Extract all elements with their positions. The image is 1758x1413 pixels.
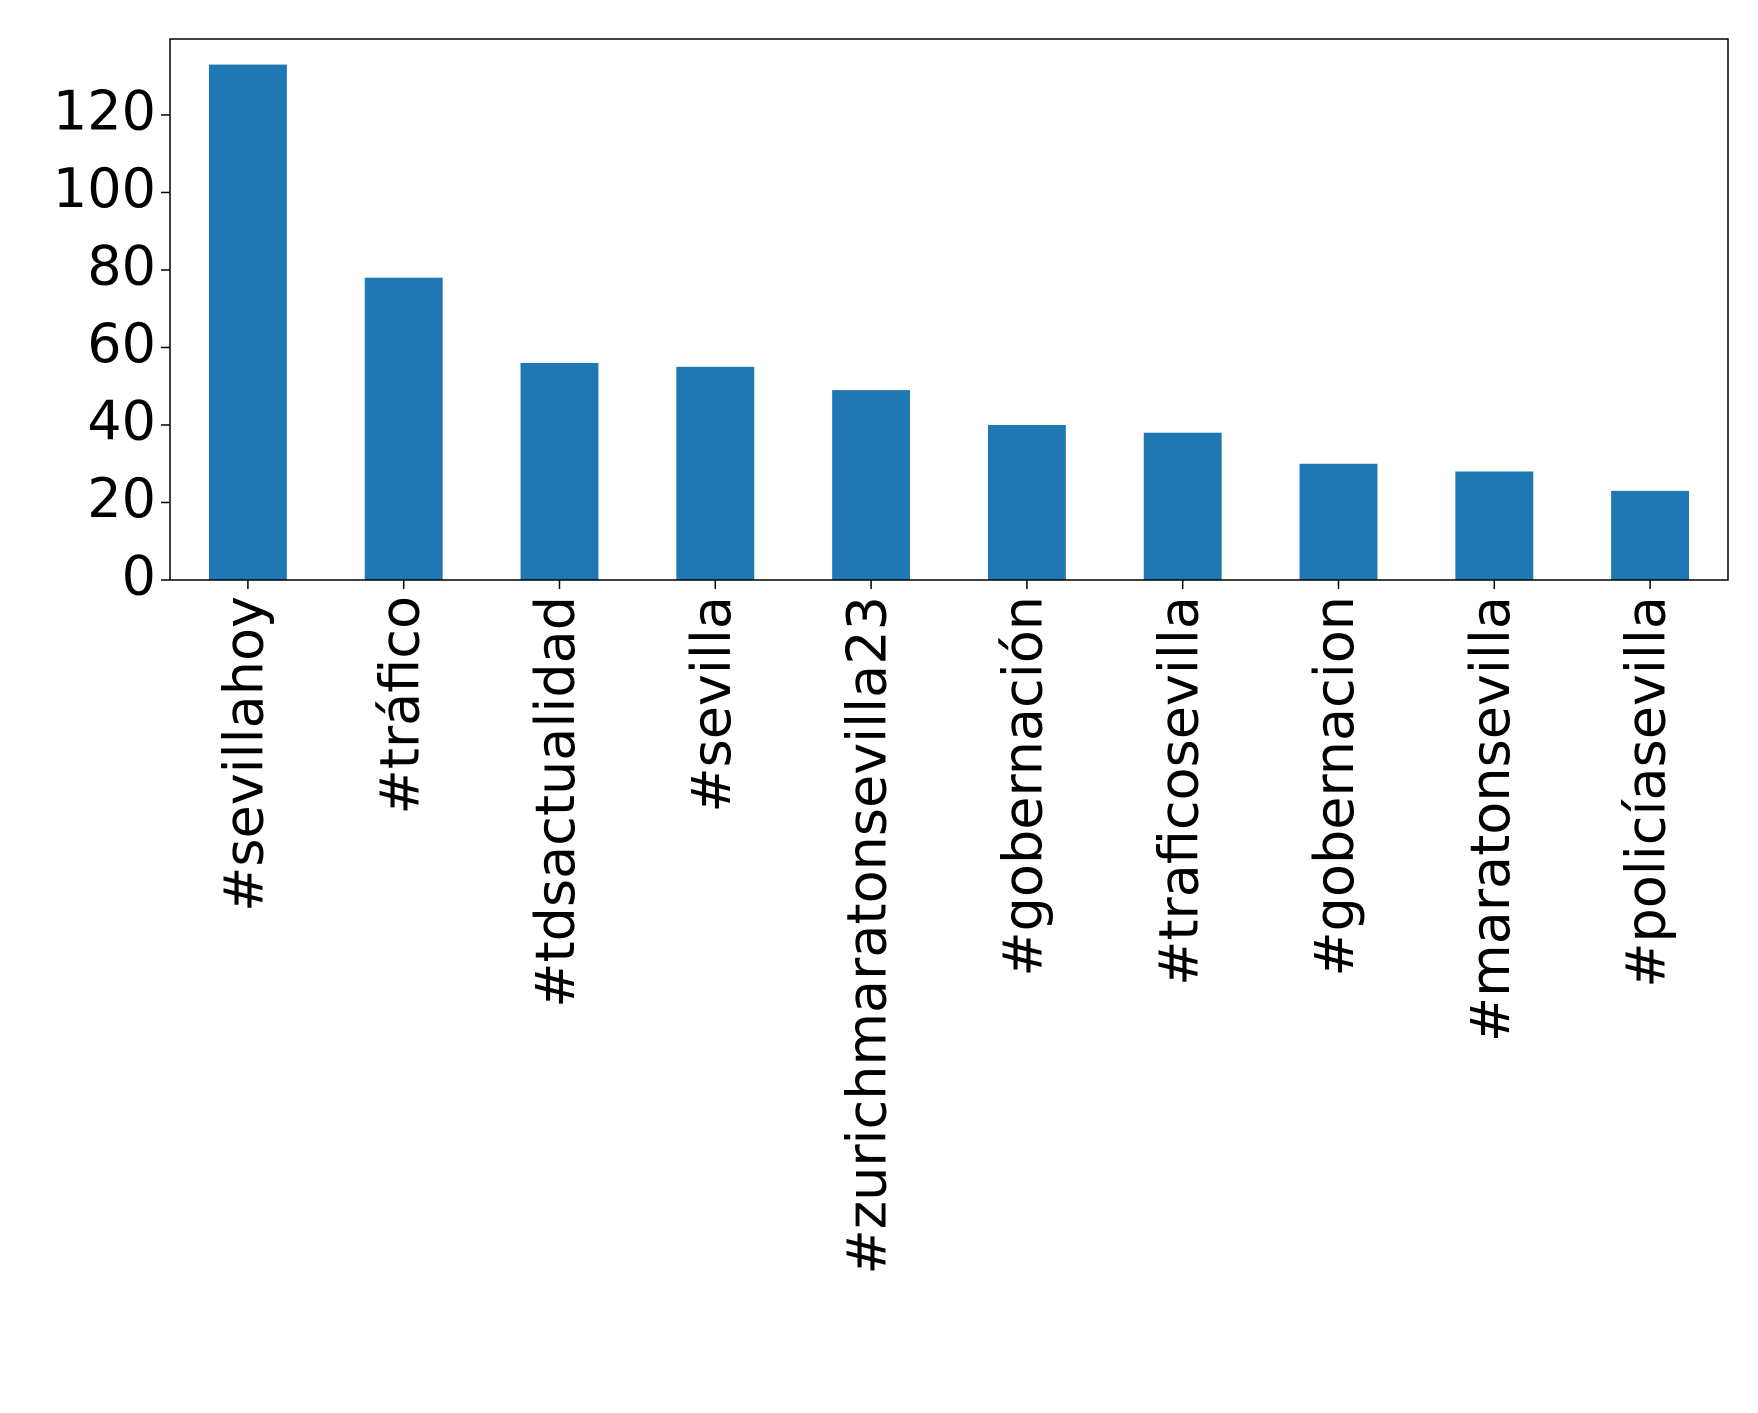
x-tick-label: #tráfico [368, 596, 431, 814]
bar [364, 277, 443, 580]
y-tick-label: 0 [122, 545, 156, 608]
x-tick-label: #policíasevilla [1615, 596, 1678, 988]
plot-frame [169, 38, 1729, 581]
x-tick-label: #sevilla [680, 596, 743, 813]
x-tick-label: #tdsactualidad [524, 596, 587, 1008]
bar [987, 424, 1066, 580]
bar [1611, 490, 1690, 580]
x-tick-label: #zurichmaratonsevilla23 [836, 596, 899, 1274]
bar [1455, 471, 1534, 580]
y-tick-label: 40 [87, 390, 156, 453]
x-tick-label: #traficosevilla [1147, 596, 1210, 986]
x-tick-label: #maratonsevilla [1459, 596, 1522, 1042]
bar [208, 64, 287, 580]
bar [676, 366, 755, 580]
y-tick-label: 60 [87, 312, 156, 375]
bar [520, 362, 599, 580]
y-tick-label: 100 [53, 157, 156, 220]
bar [832, 390, 911, 580]
y-tick-label: 80 [87, 235, 156, 298]
x-tick-label: #gobernacion [1303, 596, 1366, 977]
y-tick-label: 20 [87, 467, 156, 530]
x-tick-label: #gobernación [992, 596, 1055, 977]
bar [1143, 432, 1222, 580]
x-tick-label: #sevillahoy [213, 596, 276, 912]
y-tick-label: 120 [53, 80, 156, 143]
bar [1299, 463, 1378, 580]
